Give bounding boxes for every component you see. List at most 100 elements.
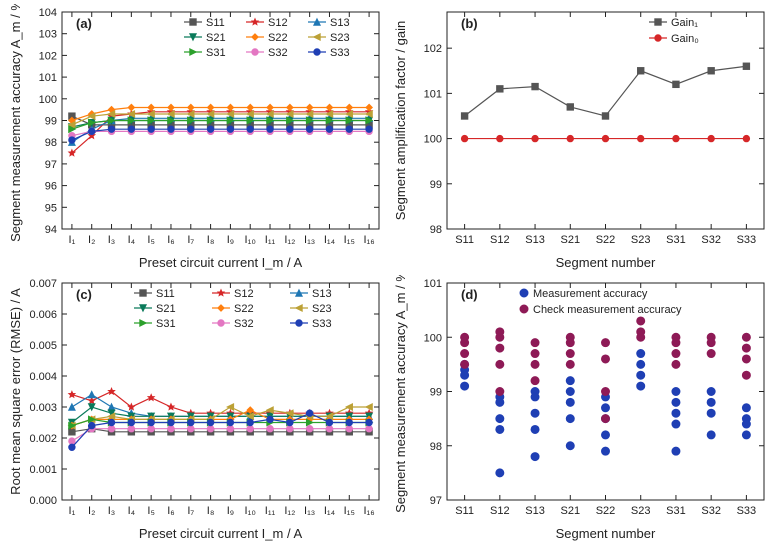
svg-text:S32: S32: [268, 47, 288, 59]
svg-text:S13: S13: [525, 234, 545, 246]
svg-text:I₁₄: I₁₄: [324, 505, 336, 517]
panel-d: 979899100101S11S12S13S21S22S23S31S32S33S…: [389, 275, 772, 544]
svg-text:S11: S11: [455, 234, 474, 246]
svg-text:I₁₄: I₁₄: [324, 234, 336, 246]
svg-text:I₈: I₈: [207, 505, 215, 517]
svg-text:S23: S23: [312, 303, 332, 315]
svg-text:S11: S11: [156, 288, 175, 300]
svg-text:Root mean square error (RMSE): Root mean square error (RMSE) / A: [8, 288, 23, 495]
svg-text:I₁: I₁: [69, 505, 76, 517]
svg-text:94: 94: [45, 224, 57, 236]
svg-text:S32: S32: [234, 318, 254, 330]
svg-text:101: 101: [424, 88, 442, 100]
svg-text:S11: S11: [455, 505, 474, 517]
svg-text:102: 102: [424, 43, 442, 55]
svg-text:S22: S22: [596, 234, 616, 246]
svg-text:I₇: I₇: [187, 505, 194, 517]
svg-text:I₁₆: I₁₆: [363, 505, 374, 517]
svg-text:Segment number: Segment number: [556, 255, 656, 270]
svg-text:S12: S12: [268, 17, 288, 29]
svg-text:97: 97: [430, 495, 442, 507]
svg-text:S12: S12: [490, 505, 510, 517]
svg-text:99: 99: [45, 116, 57, 128]
svg-text:I₅: I₅: [147, 234, 155, 246]
svg-text:S21: S21: [560, 234, 580, 246]
svg-text:97: 97: [45, 159, 57, 171]
svg-text:I₄: I₄: [128, 234, 136, 246]
svg-text:I₉: I₉: [227, 505, 234, 517]
legend: Gain₁ Gain₀: [649, 17, 699, 45]
svg-text:0.003: 0.003: [29, 402, 57, 414]
svg-text:S31: S31: [666, 234, 686, 246]
svg-text:S12: S12: [234, 288, 254, 300]
svg-text:S31: S31: [666, 505, 686, 517]
svg-text:Gain₀: Gain₀: [671, 33, 699, 45]
svg-text:S21: S21: [560, 505, 580, 517]
svg-text:0.001: 0.001: [29, 464, 57, 476]
svg-text:0.006: 0.006: [29, 309, 57, 321]
legend: S11S12S13S21S22S23S31S32S33: [184, 17, 350, 59]
legend: Measurement accuracy Check measurement ac…: [520, 288, 682, 316]
svg-text:99: 99: [430, 387, 442, 399]
svg-text:Measurement accuracy: Measurement accuracy: [533, 288, 648, 300]
svg-text:I₁₃: I₁₃: [304, 234, 315, 246]
svg-text:I₆: I₆: [167, 505, 175, 517]
svg-text:I₁₂: I₁₂: [284, 505, 295, 517]
svg-text:Segment amplification factor /: Segment amplification factor / gain: [393, 21, 408, 220]
svg-text:I₁₁: I₁₁: [265, 234, 276, 246]
svg-text:98: 98: [430, 441, 442, 453]
svg-text:S33: S33: [737, 234, 757, 246]
svg-text:0.004: 0.004: [29, 371, 57, 383]
svg-text:S12: S12: [490, 234, 510, 246]
svg-text:(a): (a): [76, 16, 92, 31]
svg-text:I₇: I₇: [187, 234, 194, 246]
svg-text:103: 103: [39, 29, 57, 41]
svg-text:I₁₀: I₁₀: [245, 234, 256, 246]
svg-text:S11: S11: [206, 17, 225, 29]
svg-text:I₂: I₂: [88, 234, 95, 246]
svg-text:Gain₁: Gain₁: [671, 17, 698, 29]
svg-text:101: 101: [424, 278, 442, 290]
svg-text:S21: S21: [206, 32, 226, 44]
svg-text:102: 102: [39, 50, 57, 62]
svg-text:Segment number: Segment number: [556, 526, 656, 541]
svg-text:I₁₁: I₁₁: [265, 505, 276, 517]
svg-text:S22: S22: [234, 303, 254, 315]
svg-text:S23: S23: [631, 234, 651, 246]
svg-text:I₃: I₃: [108, 505, 116, 517]
svg-text:0.002: 0.002: [29, 433, 57, 445]
legend: S11S12S13S21S22S23S31S32S33: [134, 288, 332, 330]
panel-a: 949596979899100101102103104I₁I₂I₃I₄I₅I₆I…: [4, 4, 387, 273]
svg-text:I₁₀: I₁₀: [245, 505, 256, 517]
svg-text:S13: S13: [525, 505, 545, 517]
svg-text:S33: S33: [312, 318, 332, 330]
svg-text:(d): (d): [461, 287, 478, 302]
svg-text:101: 101: [39, 72, 57, 84]
svg-text:S21: S21: [156, 303, 176, 315]
svg-text:100: 100: [424, 332, 442, 344]
svg-text:I₁₃: I₁₃: [304, 505, 315, 517]
svg-text:I₂: I₂: [88, 505, 95, 517]
panel-b: 9899100101102S11S12S13S21S22S23S31S32S33…: [389, 4, 772, 273]
svg-text:Preset circuit current I_m / A: Preset circuit current I_m / A: [139, 526, 303, 541]
svg-text:98: 98: [430, 224, 442, 236]
svg-text:S22: S22: [596, 505, 616, 517]
svg-text:I₁₆: I₁₆: [363, 234, 374, 246]
svg-text:I₅: I₅: [147, 505, 155, 517]
svg-text:0.000: 0.000: [29, 495, 57, 507]
svg-text:Check measurement accuracy: Check measurement accuracy: [533, 304, 682, 316]
svg-text:S13: S13: [312, 288, 332, 300]
svg-text:99: 99: [430, 179, 442, 191]
svg-text:S32: S32: [701, 505, 721, 517]
svg-text:0.005: 0.005: [29, 340, 57, 352]
svg-text:S23: S23: [330, 32, 350, 44]
svg-text:95: 95: [45, 202, 57, 214]
svg-text:S33: S33: [737, 505, 757, 517]
svg-text:I₁₅: I₁₅: [344, 505, 355, 517]
svg-text:Segment measurement accuracy A: Segment measurement accuracy A_m / %: [8, 4, 23, 242]
svg-text:0.007: 0.007: [29, 278, 57, 290]
svg-text:I₉: I₉: [227, 234, 234, 246]
svg-text:I₁₂: I₁₂: [284, 234, 295, 246]
svg-text:I₆: I₆: [167, 234, 175, 246]
svg-text:(c): (c): [76, 287, 92, 302]
